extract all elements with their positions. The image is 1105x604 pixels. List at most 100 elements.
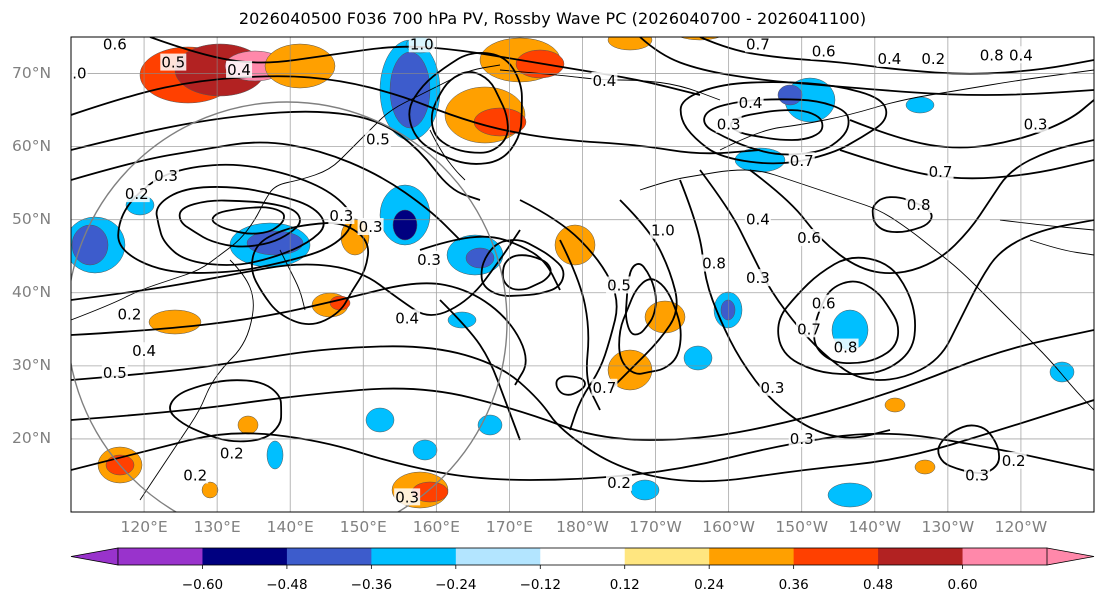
anomaly-blob-21 <box>884 397 906 413</box>
pv-contour-ring-15 <box>251 222 370 326</box>
pv-contour-ring-11 <box>777 256 916 376</box>
contour-label-bg-3 <box>101 37 128 53</box>
anomaly-blob-33 <box>392 209 418 241</box>
colorbar-label-3: −0.24 <box>435 577 477 593</box>
lon-label-1: 130°E <box>193 518 241 536</box>
coastline-6 <box>499 69 721 101</box>
colorbar-frame <box>117 547 1048 566</box>
contour-label-31: 0.7 <box>929 163 953 181</box>
colorbar-segment-6 <box>624 548 710 565</box>
contour-label-bg-22 <box>744 210 771 228</box>
lon-label-0: 120°E <box>120 518 168 536</box>
contour-label-bg-32 <box>905 196 932 214</box>
contour-label-bg-29 <box>788 429 815 447</box>
contour-label-bg-37 <box>591 71 618 89</box>
contour-label-bg-43 <box>1022 115 1049 133</box>
colorbar-label-0: −0.60 <box>181 577 224 593</box>
contour-label-bg-30 <box>788 152 815 170</box>
contour-label-29: 0.3 <box>790 430 814 448</box>
contour-label-bg-34 <box>810 42 837 60</box>
colorbar-label-5: 0.12 <box>609 577 640 593</box>
lat-label-1: 60°N <box>12 136 52 155</box>
contour-label-bg-11 <box>606 276 633 294</box>
pv-contour-13 <box>519 199 618 431</box>
contour-label-bg-0 <box>226 60 253 78</box>
pv-contour-18 <box>439 299 521 441</box>
pv-contour-19 <box>559 239 601 411</box>
map-title: 2026040500 F036 700 hPa PV, Rossby Wave … <box>238 9 867 28</box>
contour-label-bg-41 <box>978 46 1005 64</box>
contour-label-0: 0.4 <box>227 61 251 79</box>
anomaly-blob-7 <box>687 4 743 28</box>
contour-label-27: 0.8 <box>834 339 858 357</box>
lat-label-0: 70°N <box>12 63 52 82</box>
contour-label-32: 0.8 <box>907 196 931 214</box>
anomaly-blob-3 <box>264 43 336 89</box>
contour-label-bg-44 <box>964 466 991 484</box>
anomaly-blob-25 <box>607 37 653 51</box>
contour-label-bg-4 <box>364 130 391 148</box>
colorbar-label-9: 0.60 <box>947 577 978 593</box>
lat-label-2: 50°N <box>12 209 52 228</box>
colorbar-segment-1 <box>202 548 288 565</box>
pv-contour-ring-4 <box>408 52 523 165</box>
anomaly-blob-27 <box>71 224 109 266</box>
coastline-4 <box>639 169 1094 411</box>
pv-contour-1 <box>71 345 1094 483</box>
pv-contour-ring-2 <box>178 199 301 248</box>
contour-label-25: 0.6 <box>812 295 836 313</box>
anomaly-blob-6 <box>679 37 721 41</box>
pv-contour-ring-0 <box>117 163 353 274</box>
contour-label-bg-42 <box>1007 46 1034 64</box>
pv-contour-10 <box>699 37 1094 75</box>
colorbar-segment-10 <box>962 548 1048 565</box>
contour-label-18: 0.4 <box>132 342 156 360</box>
contour-label-bg-18 <box>131 342 158 360</box>
contour-label-bg-16 <box>182 466 209 484</box>
contour-label-bg-31 <box>927 163 954 181</box>
contour-label-bg-7 <box>328 207 355 225</box>
coastline-2 <box>279 249 306 311</box>
contour-label-bg-39 <box>876 49 903 67</box>
colorbar-segment-4 <box>455 548 541 565</box>
contour-label-24: 0.6 <box>797 229 821 247</box>
pv-contour-ring-1 <box>155 186 325 266</box>
contour-labels: 0.4 0.5 1.0 0.6 0.5 0.3 0.2 0.3 0.3 0.3 0.4 0.5 0.7 0… <box>71 35 1049 506</box>
colorbar-segment-0 <box>118 548 203 565</box>
coastline-1 <box>139 259 254 501</box>
contour-label-bg-2 <box>71 64 88 82</box>
colorbar-label-2: −0.36 <box>350 577 393 593</box>
radius-circle <box>71 101 508 512</box>
colorbar-label-8: 0.48 <box>863 577 894 593</box>
lon-label-2: 140°E <box>266 518 314 536</box>
colorbar-segment-2 <box>286 548 372 565</box>
contour-label-5: 0.3 <box>154 167 178 185</box>
contour-label-42: 0.4 <box>1009 46 1033 64</box>
lon-label-6: 180°W <box>556 518 609 536</box>
anomaly-blob-37 <box>777 84 803 106</box>
contour-label-17: 0.5 <box>103 364 127 382</box>
colorbar-segment-7 <box>709 548 795 565</box>
contour-label-7: 0.3 <box>329 207 353 225</box>
anomaly-blob-42 <box>683 345 713 371</box>
anomaly-blob-16 <box>148 309 202 335</box>
lat-label-3: 40°N <box>12 282 52 301</box>
contour-label-bg-28 <box>759 378 786 396</box>
map-frame <box>70 36 1095 513</box>
colorbar-arrow-left <box>70 547 119 566</box>
contour-label-38: 1.0 <box>410 35 434 53</box>
colorbar-label-1: −0.48 <box>266 577 308 593</box>
lon-label-12: 120°W <box>994 518 1048 536</box>
anomaly-blob-49 <box>266 440 284 470</box>
lat-label-4: 30°N <box>12 355 52 374</box>
pv-contour-12 <box>839 149 1094 180</box>
contour-label-11: 0.5 <box>607 276 631 294</box>
contour-label-bg-12 <box>591 378 618 396</box>
contour-label-44: 0.3 <box>965 466 989 484</box>
pv-contour-ring-8 <box>679 81 888 165</box>
anomaly-blob-50 <box>447 311 477 329</box>
coastline-8 <box>1029 239 1094 256</box>
contour-label-bg-15 <box>218 444 245 462</box>
contour-label-bg-26 <box>796 320 823 338</box>
